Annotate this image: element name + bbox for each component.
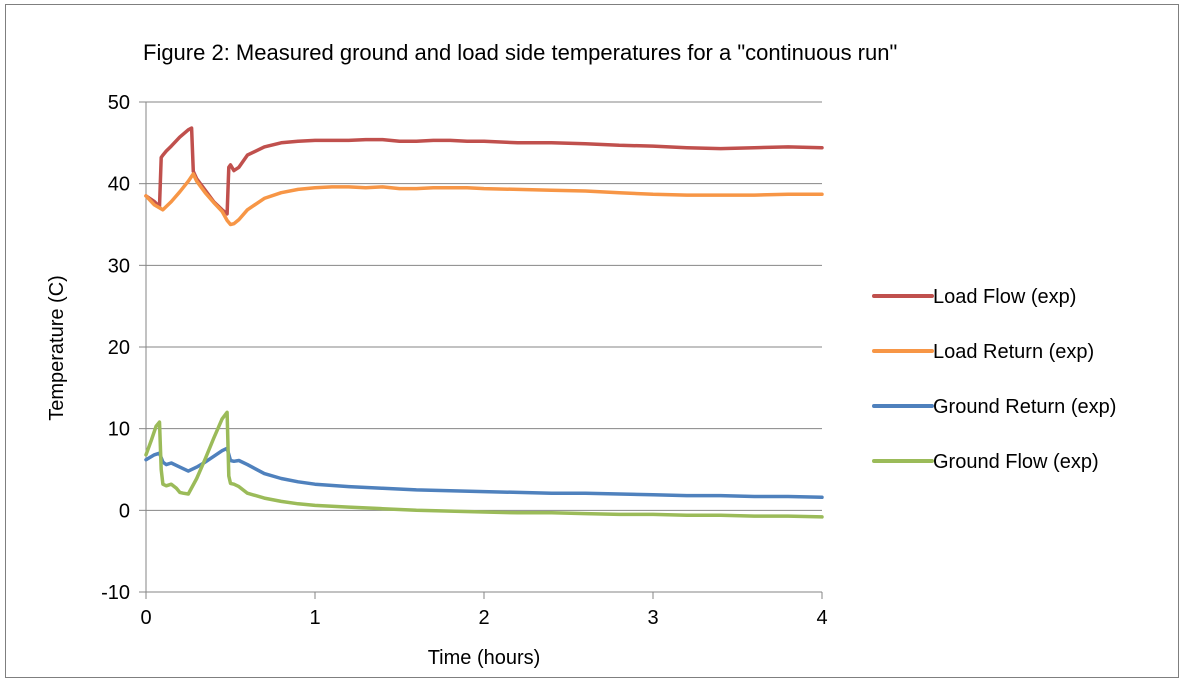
x-tick-label-1: 1 (309, 607, 320, 629)
y-tick-label-4: 30 (108, 255, 130, 277)
legend: Load Flow (exp) Load Return (exp) Ground R… (872, 286, 1116, 473)
y-tick-label-3: 20 (108, 337, 130, 359)
y-tick-label-6: 50 (108, 92, 130, 114)
chart-title: Figure 2: Measured ground and load side … (143, 40, 897, 65)
legend-label-0: Load Flow (exp) (933, 286, 1076, 308)
y-tick-label-1: 0 (119, 500, 130, 522)
series-line-2 (144, 446, 824, 500)
x-axis-label: Time (hours) (428, 647, 541, 669)
series-lines (144, 126, 824, 519)
y-tick-label-2: 10 (108, 419, 130, 441)
x-tick-label-4: 4 (816, 607, 827, 629)
series-line-0 (144, 126, 824, 216)
y-tick-label-5: 40 (108, 174, 130, 196)
x-axis-ticks: 0 1 2 3 4 (140, 592, 828, 629)
y-tick-label-0: -10 (101, 582, 130, 604)
chart-frame: Figure 2: Measured ground and load side … (5, 4, 1179, 678)
legend-label-1: Load Return (exp) (933, 341, 1094, 363)
x-tick-label-0: 0 (140, 607, 151, 629)
x-tick-label-2: 2 (478, 607, 489, 629)
series-line-3 (144, 410, 824, 519)
y-axis-label: Temperature (C) (46, 275, 68, 421)
line-chart: Figure 2: Measured ground and load side … (46, 40, 1116, 669)
x-tick-label-3: 3 (647, 607, 658, 629)
series-line-1 (144, 172, 824, 227)
gridlines (146, 101, 822, 511)
legend-label-3: Ground Flow (exp) (933, 451, 1099, 473)
legend-label-2: Ground Return (exp) (933, 396, 1116, 418)
y-axis-ticks: -10 0 10 20 30 40 50 (101, 92, 146, 604)
